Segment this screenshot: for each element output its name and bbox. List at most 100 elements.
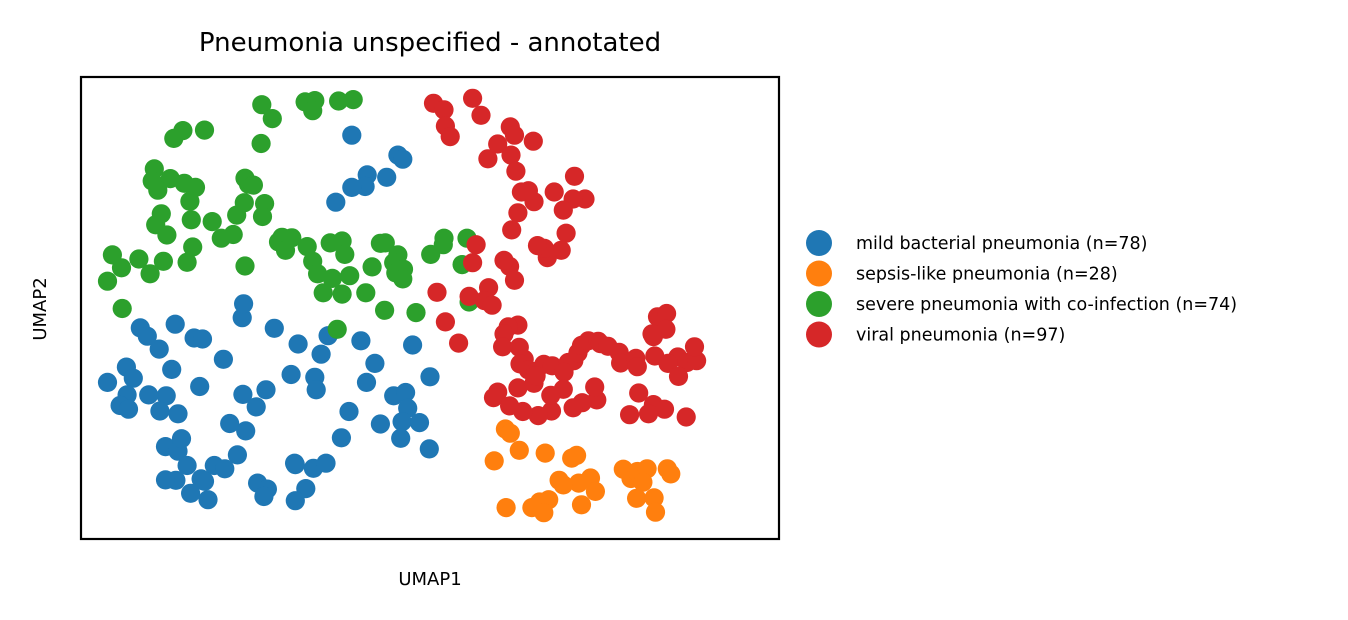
scatter-point bbox=[528, 406, 548, 426]
scatter-point bbox=[396, 382, 416, 403]
scatter-point bbox=[252, 95, 272, 115]
scatter-point bbox=[494, 250, 514, 270]
scatter-point bbox=[449, 333, 469, 353]
scatter-point bbox=[181, 210, 201, 230]
scatter-point bbox=[504, 270, 525, 290]
scatter-point bbox=[553, 200, 573, 220]
legend-marker bbox=[806, 321, 832, 348]
scatter-point bbox=[638, 404, 659, 424]
scatter-point bbox=[285, 455, 305, 475]
scatter-point bbox=[482, 295, 502, 315]
scatter-point bbox=[157, 225, 177, 245]
scatter-point bbox=[375, 233, 395, 253]
scatter-point bbox=[644, 488, 664, 508]
scatter-point bbox=[180, 191, 200, 211]
scatter-point bbox=[313, 283, 333, 303]
scatter-point bbox=[403, 335, 423, 355]
scatter-point bbox=[220, 413, 240, 434]
scatter-point bbox=[488, 134, 508, 154]
scatter-point bbox=[393, 149, 413, 169]
scatter-point bbox=[153, 251, 173, 271]
scatter-point bbox=[585, 377, 605, 397]
scatter-point bbox=[297, 237, 317, 257]
scatter-point bbox=[541, 385, 561, 405]
scatter-point bbox=[562, 448, 582, 468]
scatter-point bbox=[165, 314, 185, 334]
scatter-point bbox=[506, 161, 526, 181]
scatter-point bbox=[534, 503, 554, 523]
scatter-point bbox=[285, 491, 305, 511]
legend-marker bbox=[806, 230, 832, 256]
scatter-point bbox=[496, 498, 516, 518]
scatter-point bbox=[252, 206, 273, 227]
scatter-point bbox=[493, 337, 513, 357]
scatter-point bbox=[303, 101, 323, 121]
legend: mild bacterial pneumonia (n=78) sepsis-li… bbox=[806, 230, 1237, 348]
scatter-point bbox=[340, 266, 360, 286]
scatter-point bbox=[377, 167, 397, 187]
scatter-point bbox=[202, 212, 222, 232]
scatter-point bbox=[409, 413, 430, 433]
legend-label: severe pneumonia with co-infection (n=74… bbox=[856, 295, 1237, 315]
scatter-point bbox=[234, 193, 254, 213]
scatter-point bbox=[661, 464, 681, 484]
scatter-point bbox=[233, 384, 253, 404]
scatter-point bbox=[406, 303, 426, 323]
scatter-point bbox=[177, 252, 197, 272]
scatter-point bbox=[171, 429, 192, 449]
scatter-point bbox=[654, 399, 675, 419]
scatter-point bbox=[194, 120, 215, 140]
scatter-point bbox=[645, 502, 666, 522]
scatter-point bbox=[393, 269, 413, 289]
scatter-point bbox=[332, 284, 352, 304]
scatter-point bbox=[164, 128, 184, 148]
scatter-point bbox=[183, 237, 203, 257]
scatter-point bbox=[282, 228, 302, 248]
scatter-point bbox=[223, 224, 243, 245]
scatter-point bbox=[227, 445, 247, 465]
scatter-point bbox=[527, 236, 548, 256]
points-layer bbox=[97, 88, 707, 523]
scatter-point bbox=[629, 383, 649, 403]
scatter-point bbox=[658, 353, 678, 373]
scatter-point bbox=[668, 366, 689, 386]
scatter-point bbox=[311, 344, 331, 364]
scatter-point bbox=[316, 453, 336, 473]
scatter-point bbox=[627, 488, 647, 508]
scatter-point bbox=[563, 398, 583, 418]
scatter-point bbox=[351, 331, 371, 351]
scatter-point bbox=[526, 366, 546, 386]
scatter-point bbox=[149, 339, 169, 359]
scatter-point bbox=[243, 175, 263, 195]
scatter-point bbox=[478, 149, 498, 169]
scatter-point bbox=[326, 192, 346, 212]
scatter-point bbox=[215, 459, 235, 479]
scatter-point bbox=[356, 283, 376, 303]
scatter-point bbox=[676, 407, 696, 427]
scatter-point bbox=[308, 264, 328, 284]
scatter-point bbox=[434, 100, 454, 120]
scatter-point bbox=[420, 367, 440, 387]
scatter-point bbox=[365, 353, 385, 373]
scatter-point bbox=[190, 376, 210, 397]
scatter-point bbox=[306, 380, 326, 400]
scatter-point bbox=[463, 88, 483, 108]
scatter-point bbox=[339, 401, 359, 422]
scatter-point bbox=[329, 91, 349, 111]
scatter-point bbox=[123, 368, 143, 388]
scatter-point bbox=[571, 495, 592, 515]
scatter-point bbox=[118, 399, 139, 419]
scatter-point bbox=[484, 451, 504, 471]
scatter-point bbox=[459, 286, 479, 306]
scatter-point bbox=[156, 386, 176, 406]
scatter-point bbox=[342, 177, 362, 197]
scatter-point bbox=[288, 334, 308, 354]
legend-marker bbox=[806, 260, 832, 287]
scatter-point bbox=[427, 282, 447, 302]
scatter-point bbox=[155, 470, 176, 490]
scatter-point bbox=[150, 401, 170, 421]
scatter-point bbox=[471, 105, 491, 125]
scatter-point bbox=[112, 298, 132, 319]
scatter-point bbox=[236, 421, 256, 441]
scatter-point bbox=[281, 364, 301, 385]
